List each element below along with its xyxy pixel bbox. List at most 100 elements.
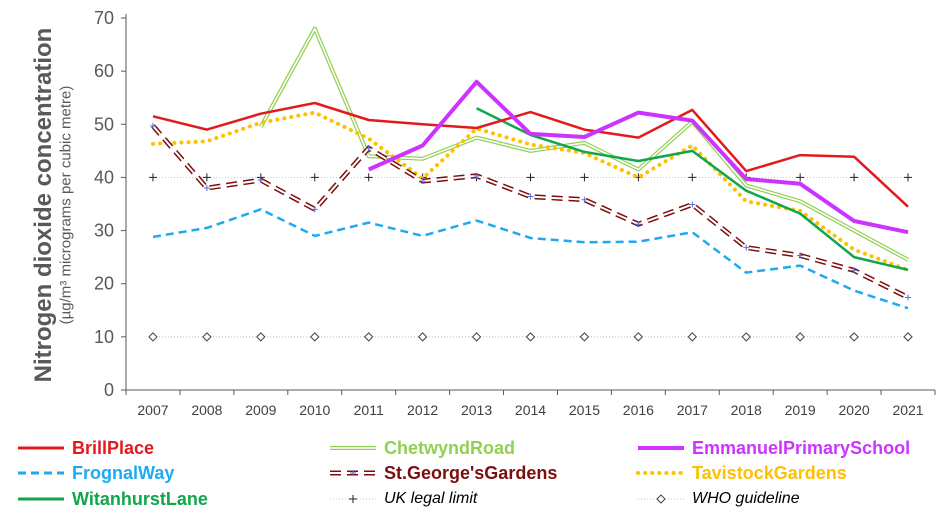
x-tick-label: 2015 — [569, 402, 600, 418]
series-who-guideline-point — [256, 332, 266, 342]
y-axis-title-group: Nitrogen dioxide concentration (µg/m³ mi… — [0, 0, 80, 430]
legend-item-st-george-sgardens: St.George'sGardens — [328, 461, 557, 485]
series-emmanuelprimaryschool — [367, 79, 909, 235]
x-tick-label: 2011 — [354, 402, 384, 418]
legend-swatch-marker — [349, 495, 357, 503]
series-st-george-sgardens-point — [905, 294, 912, 301]
series-frognalway — [152, 207, 909, 310]
series-who-guideline-point — [741, 332, 751, 342]
chart-plot-area — [148, 26, 913, 342]
legend-swatch — [330, 470, 376, 476]
series-who-guideline-point — [795, 332, 805, 342]
legend-item-tavistockgardens: TavistockGardens — [636, 461, 847, 485]
series-uk-legal-limit-point — [364, 173, 373, 182]
series-st-george-sgardens-point — [419, 178, 426, 185]
series-who-guideline-point — [633, 332, 644, 342]
series-who-guideline-point — [903, 332, 913, 342]
chart-axes: 0 10 20 30 40 50 60 70 2007 2008 2009 2010 2011 2012 2… — [94, 8, 936, 418]
x-tick-label: 2019 — [785, 402, 816, 418]
legend-label: ChetwyndRoad — [384, 437, 516, 458]
series-uk-legal-limit-point — [796, 173, 805, 182]
series-tavistockgardens — [151, 110, 910, 272]
series-who-guideline-point — [525, 332, 536, 342]
legend-swatch-marker — [350, 470, 356, 476]
series-emmanuelprimaryschool-line — [367, 79, 909, 235]
series-st-george-sgardens-point — [689, 201, 696, 208]
legend-swatch — [638, 446, 684, 450]
series-uk-legal-limit-point — [310, 173, 319, 182]
x-tick-label: 2014 — [515, 402, 546, 418]
x-tick-label: 2009 — [245, 402, 276, 418]
legend-label: St.George'sGardens — [384, 462, 558, 483]
series-frognalway-line — [152, 207, 909, 310]
series-st-george-sgardens-point — [257, 177, 264, 184]
series-st-george-sgardens-point — [149, 122, 156, 129]
legend-label: TavistockGardens — [692, 462, 847, 483]
y-tick-label: 50 — [94, 114, 114, 134]
legend-label: FrognalWay — [72, 462, 175, 483]
series-st-george-sgardens-point — [635, 221, 642, 228]
y-tick-label: 60 — [94, 61, 114, 81]
series-who-guideline-point — [471, 332, 482, 342]
legend-swatch — [18, 446, 64, 450]
series-who-guideline — [148, 332, 913, 342]
legend-swatch — [636, 471, 686, 475]
x-tick-label: 2020 — [839, 402, 870, 418]
series-st-george-sgardens-point — [311, 206, 318, 213]
chart-legend: BrillPlace ChetwyndRoad EmmanuelPrimarySch… — [0, 430, 950, 523]
y-tick-label: 30 — [94, 221, 114, 241]
y-tick-label: 70 — [94, 8, 114, 28]
series-uk-legal-limit-point — [526, 173, 535, 182]
series-uk-legal-limit-point — [202, 173, 211, 182]
legend-item-frognalway: FrognalWay — [16, 461, 174, 485]
series-uk-legal-limit-point — [904, 173, 913, 182]
series-st-george-sgardens-line-inner — [152, 125, 909, 299]
y-tick-label: 20 — [94, 274, 114, 294]
series-uk-legal-limit-point — [580, 173, 589, 182]
legend-label: EmmanuelPrimarySchool — [692, 437, 911, 458]
line-chart: 0 10 20 30 40 50 60 70 2007 2008 2009 2010 2011 2012 2… — [94, 8, 936, 418]
series-chetwyndroad-line-inner — [260, 27, 909, 261]
series-chetwyndroad — [259, 26, 909, 262]
x-tick-label: 2017 — [677, 402, 708, 418]
legend-swatch-marker — [656, 494, 666, 504]
legend-label: UK legal limit — [384, 490, 478, 507]
series-who-guideline-point — [417, 332, 428, 342]
legend-item-chetwyndroad: ChetwyndRoad — [328, 436, 515, 460]
legend-swatch — [330, 495, 376, 503]
y-tick-label: 10 — [94, 327, 114, 347]
series-uk-legal-limit-point — [148, 173, 157, 182]
y-axis-subtitle: (µg/m³ micrograms per cubic metre) — [57, 85, 75, 325]
x-tick-label: 2018 — [731, 402, 762, 418]
series-who-guideline-point — [148, 332, 158, 342]
series-witanhurstlane-line — [476, 107, 909, 272]
series-who-guideline-point — [687, 332, 698, 342]
legend-item-uk-legal-limit: UK legal limit — [328, 487, 477, 511]
series-who-guideline-point — [849, 332, 859, 342]
legend-item-brillplace: BrillPlace — [16, 436, 154, 460]
series-brillplace-line — [152, 101, 909, 208]
x-tick-label: 2016 — [623, 402, 654, 418]
series-st-george-sgardens — [149, 122, 912, 301]
legend-item-emmanuelprimaryschool: EmmanuelPrimarySchool — [636, 436, 910, 460]
series-brillplace — [152, 101, 909, 208]
x-tick-label: 2008 — [191, 402, 222, 418]
series-st-george-sgardens-point — [365, 145, 372, 152]
series-who-guideline-point — [202, 332, 212, 342]
series-witanhurstlane — [476, 107, 909, 272]
x-tick-label: 2010 — [299, 402, 330, 418]
legend-label: BrillPlace — [72, 437, 155, 458]
series-st-george-sgardens-point — [797, 252, 804, 259]
legend-label: WitanhurstLane — [72, 488, 208, 509]
series-st-george-sgardens-point — [581, 196, 588, 203]
series-st-george-sgardens-point — [473, 172, 480, 179]
series-uk-legal-limit-point — [688, 173, 697, 182]
series-st-george-sgardens-point — [527, 193, 534, 200]
series-chetwyndroad-line — [259, 26, 909, 262]
legend-swatch — [638, 494, 684, 504]
y-axis-title: Nitrogen dioxide concentration — [30, 27, 57, 383]
legend-item-who-guideline: WHO guideline — [636, 487, 800, 511]
series-who-guideline-point — [363, 332, 374, 342]
x-tick-label: 2012 — [407, 402, 438, 418]
y-tick-label: 40 — [94, 167, 114, 187]
